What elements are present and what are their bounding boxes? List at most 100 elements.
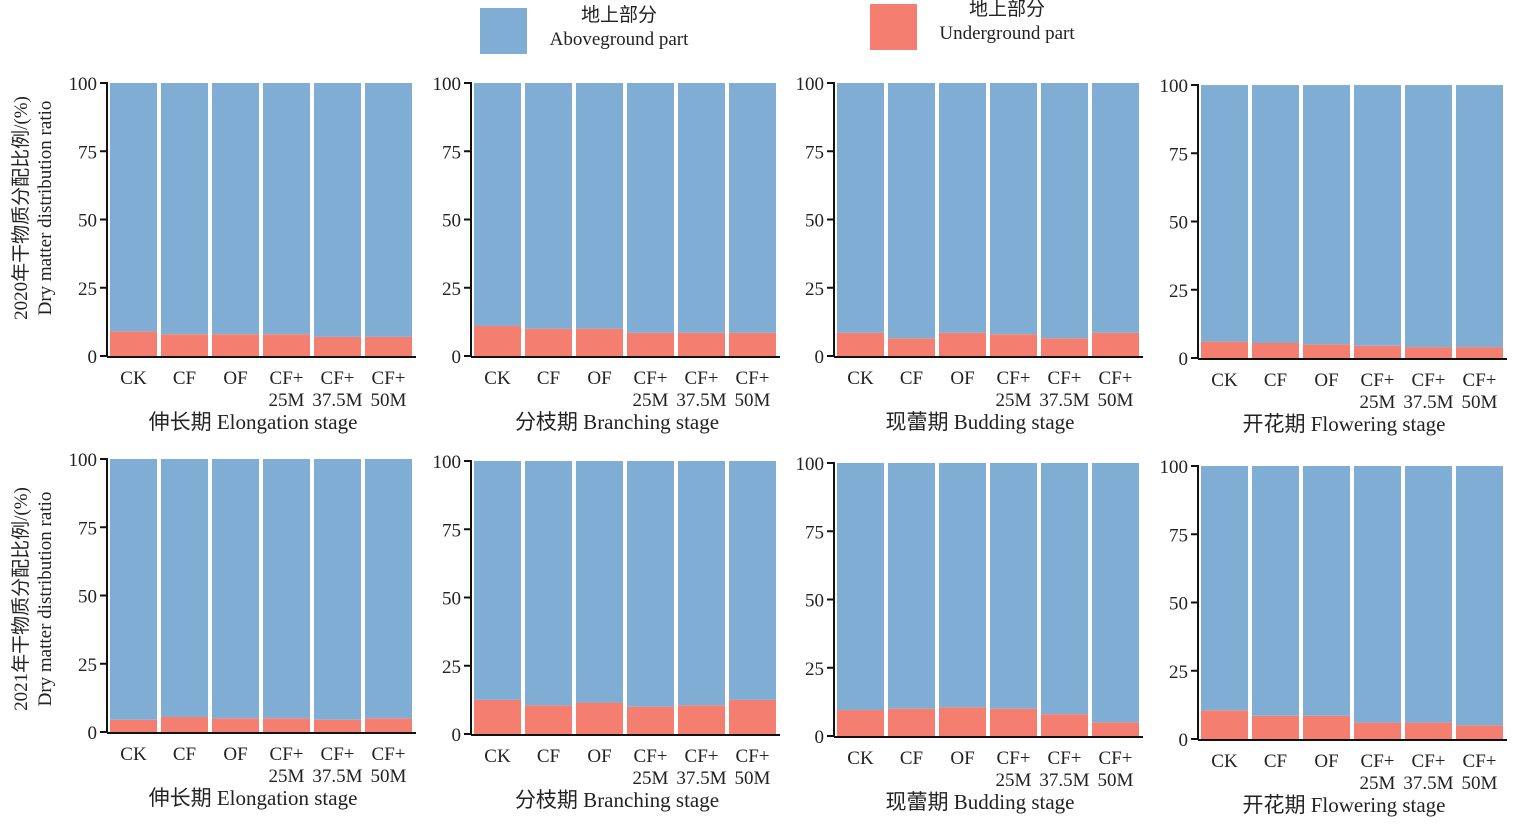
- panel-4-x-tick-label-1: CK: [1211, 370, 1238, 391]
- panel-1-bar-underground-4: [263, 334, 310, 356]
- panel-7-bar-aboveground-4: [990, 463, 1037, 709]
- panel-3-x-tick-label-3: OF: [950, 368, 974, 389]
- panel-4-y-tick-label-25: 25: [1169, 281, 1188, 302]
- panel-6-x-tick-label-1: CK: [484, 746, 511, 767]
- panel-6-bar-underground-5: [678, 705, 725, 734]
- legend-label-underground: 地上部分 Underground part: [924, 0, 1090, 46]
- panel-2-bar-underground-4: [627, 332, 674, 356]
- panel-3-x-tick-label-6-line-2: 50M: [1098, 390, 1134, 411]
- panel-8-y-tick-label-25: 25: [1169, 662, 1188, 683]
- panel-2-bar-aboveground-6: [729, 83, 776, 333]
- panel-1-bar-underground-3: [212, 334, 259, 356]
- panel-1-y-tick-label-25: 25: [78, 279, 97, 300]
- panel-6-bar-aboveground-1: [474, 461, 521, 700]
- panel-2-x-tick-label-5-line-2: 37.5M: [676, 390, 726, 411]
- panel-3-bar-underground-4: [990, 334, 1037, 356]
- panel-6-y-tick-label-75: 75: [442, 520, 461, 541]
- panel-7-bar-aboveground-1: [837, 463, 884, 711]
- panel-1-bar-aboveground-3: [212, 83, 259, 335]
- panel-5-x-tick-label-3: OF: [223, 744, 247, 765]
- panel-3-y-tick-label-25: 25: [805, 279, 824, 300]
- panel-2-bar-aboveground-1: [474, 83, 521, 326]
- panel-7-x-tick-label-4-line-2: 25M: [996, 770, 1032, 791]
- panel-5-bar-aboveground-6: [365, 459, 412, 719]
- panel-1-x-tick-label-5-line-1: CF+: [321, 368, 355, 389]
- panel-7-x-tick-label-3: OF: [950, 748, 974, 769]
- panel-7-bar-underground-3: [939, 707, 986, 736]
- panel-7-y-tick-label-75: 75: [805, 522, 824, 543]
- panel-4-bar-underground-3: [1303, 344, 1350, 358]
- panel-4-bar-underground-1: [1201, 341, 1248, 358]
- panel-4-bar-aboveground-4: [1354, 85, 1401, 346]
- panel-2-title: 分枝期 Branching stage: [515, 410, 719, 434]
- panel-7-x-tick-label-6-line-2: 50M: [1098, 770, 1134, 791]
- legend-swatch-underground: [870, 4, 917, 50]
- panel-1-x-tick-label-3: OF: [223, 368, 247, 389]
- panel-7-y-tick-label-0: 0: [815, 727, 825, 748]
- panel-4-bar-underground-6: [1456, 347, 1503, 358]
- panel-6-bar-aboveground-5: [678, 461, 725, 706]
- panel-5-x-tick-label-1: CK: [120, 744, 147, 765]
- panel-2-y-tick-label-75: 75: [442, 142, 461, 163]
- panel-5-x-tick-label-5-line-1: CF+: [321, 744, 355, 765]
- panel-8-bar-underground-2: [1252, 715, 1299, 739]
- panel-7-y-tick-label-25: 25: [805, 659, 824, 680]
- panel-8-bar-aboveground-6: [1456, 466, 1503, 726]
- panel-6-bar-underground-1: [474, 699, 521, 734]
- panel-8-title: 开花期 Flowering stage: [1243, 793, 1446, 817]
- panel-8-bar-underground-1: [1201, 710, 1248, 739]
- panel-6-x-tick-label-2: CF: [537, 746, 560, 767]
- panel-3-title: 现蕾期 Budding stage: [886, 410, 1075, 434]
- panel-1-bar-aboveground-6: [365, 83, 412, 337]
- panel-6-bar-aboveground-6: [729, 461, 776, 700]
- panel-3-bar-aboveground-4: [990, 83, 1037, 335]
- panel-2-y-tick-label-0: 0: [452, 347, 462, 368]
- panel-4-title: 开花期 Flowering stage: [1243, 412, 1446, 436]
- panel-5-bar-underground-6: [365, 718, 412, 732]
- panel-8-y-tick-label-50: 50: [1169, 594, 1188, 615]
- legend-swatch-aboveground: [480, 8, 527, 54]
- panel-7-x-tick-label-5-line-2: 37.5M: [1039, 770, 1089, 791]
- panel-3-x-tick-label-4-line-1: CF+: [997, 368, 1031, 389]
- panel-5-x-tick-label-6-line-1: CF+: [372, 744, 406, 765]
- panel-6-title: 分枝期 Branching stage: [515, 788, 719, 812]
- panel-3-bar-aboveground-1: [837, 83, 884, 333]
- panel-5-x-tick-label-6-line-2: 50M: [371, 766, 407, 787]
- panel-5-title: 伸长期 Elongation stage: [149, 786, 358, 810]
- panel-8-bar-underground-4: [1354, 722, 1401, 739]
- panel-5-bar-underground-1: [110, 719, 157, 732]
- panel-2-bar-aboveground-2: [525, 83, 572, 329]
- panel-7-bar-underground-1: [837, 710, 884, 736]
- panel-7-y-tick-label-50: 50: [805, 591, 824, 612]
- panel-8-x-tick-label-5-line-2: 37.5M: [1403, 773, 1453, 794]
- panel-3-y-tick-label-50: 50: [805, 211, 824, 232]
- panel-2-bar-underground-6: [729, 332, 776, 356]
- panel-7-bar-aboveground-2: [888, 463, 935, 709]
- panel-1-x-tick-label-6-line-1: CF+: [372, 368, 406, 389]
- panel-4-x-tick-label-4-line-1: CF+: [1361, 370, 1395, 391]
- panel-2-bar-underground-1: [474, 325, 521, 356]
- panel-7-bar-underground-6: [1092, 722, 1139, 736]
- panel-3-x-tick-label-1: CK: [847, 368, 874, 389]
- legend-label-aboveground: 地上部分 Aboveground part: [536, 4, 702, 52]
- legend: 地上部分 Aboveground part 地上部分 Underground p…: [0, 0, 1521, 60]
- panel-1-y-tick-label-50: 50: [78, 211, 97, 232]
- panel-8-y-tick-label-100: 100: [1160, 457, 1189, 478]
- panel-5-y-tick-label-0: 0: [88, 723, 98, 744]
- panel-3-y-tick-label-0: 0: [815, 347, 825, 368]
- panel-3-x-tick-label-5-line-2: 37.5M: [1039, 390, 1089, 411]
- panel-4-bar-underground-2: [1252, 342, 1299, 358]
- panel-6-y-tick-label-0: 0: [452, 725, 462, 746]
- panel-7-bar-aboveground-5: [1041, 463, 1088, 715]
- panel-4-x-tick-label-5-line-1: CF+: [1412, 370, 1446, 391]
- panel-7-x-tick-label-6-line-1: CF+: [1099, 748, 1133, 769]
- panel-4-x-tick-label-4-line-2: 25M: [1360, 392, 1396, 413]
- panel-6-bar-underground-3: [576, 702, 623, 734]
- panel-2-y-tick-label-25: 25: [442, 279, 461, 300]
- panel-6-x-tick-label-4-line-1: CF+: [634, 746, 668, 767]
- panel-4-bar-aboveground-6: [1456, 85, 1503, 348]
- panel-6-x-tick-label-5-line-1: CF+: [685, 746, 719, 767]
- panel-8-x-tick-label-4-line-1: CF+: [1361, 751, 1395, 772]
- panel-5-bar-underground-3: [212, 718, 259, 732]
